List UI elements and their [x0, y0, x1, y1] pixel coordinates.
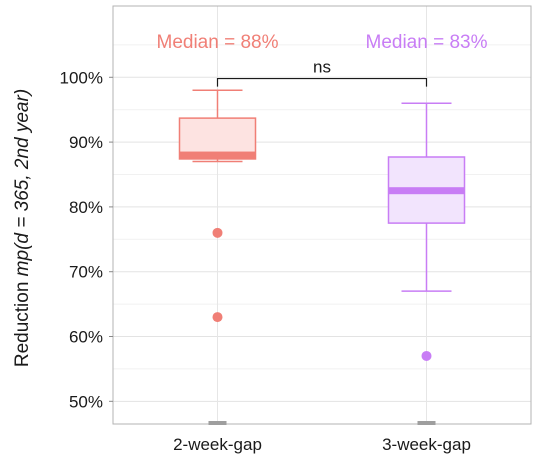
x-tick-mark — [417, 421, 436, 425]
x-tick-label: 3-week-gap — [382, 435, 471, 454]
axis-layer: 50% 60% 70% 80% 90% 100% 2-week-gap 3-week-gap — [60, 68, 471, 454]
annotation-layer: Median = 88% Median = 83% ns — [157, 32, 488, 87]
y-axis-label-prefix: Reduction — [12, 276, 33, 367]
median-line — [179, 151, 256, 159]
outlier-point — [421, 350, 432, 361]
significance-label: ns — [313, 58, 331, 77]
y-axis-label-math: mp(d = 365, 2nd year) — [12, 89, 33, 276]
y-axis-label: Reduction mp(d = 365, 2nd year) — [12, 89, 33, 367]
box-2-week-gap — [178, 89, 257, 323]
box-layer — [178, 89, 466, 361]
x-tick-label: 2-week-gap — [173, 435, 262, 454]
y-tick-label: 70% — [69, 263, 103, 282]
significance-bracket — [216, 77, 428, 87]
outlier-point — [212, 312, 223, 323]
box-3-week-gap — [387, 102, 466, 361]
y-tick-label: 50% — [69, 392, 103, 411]
median-line — [388, 187, 465, 195]
median-label: Median = 88% — [157, 32, 279, 53]
outlier-point — [212, 227, 223, 238]
y-tick-label: 90% — [69, 133, 103, 152]
panel-border — [112, 5, 532, 425]
y-tick-label: 100% — [60, 68, 103, 87]
y-tick-label: 60% — [69, 328, 103, 347]
x-tick-mark — [208, 421, 227, 425]
y-tick-label: 80% — [69, 198, 103, 217]
median-label: Median = 83% — [366, 32, 488, 53]
